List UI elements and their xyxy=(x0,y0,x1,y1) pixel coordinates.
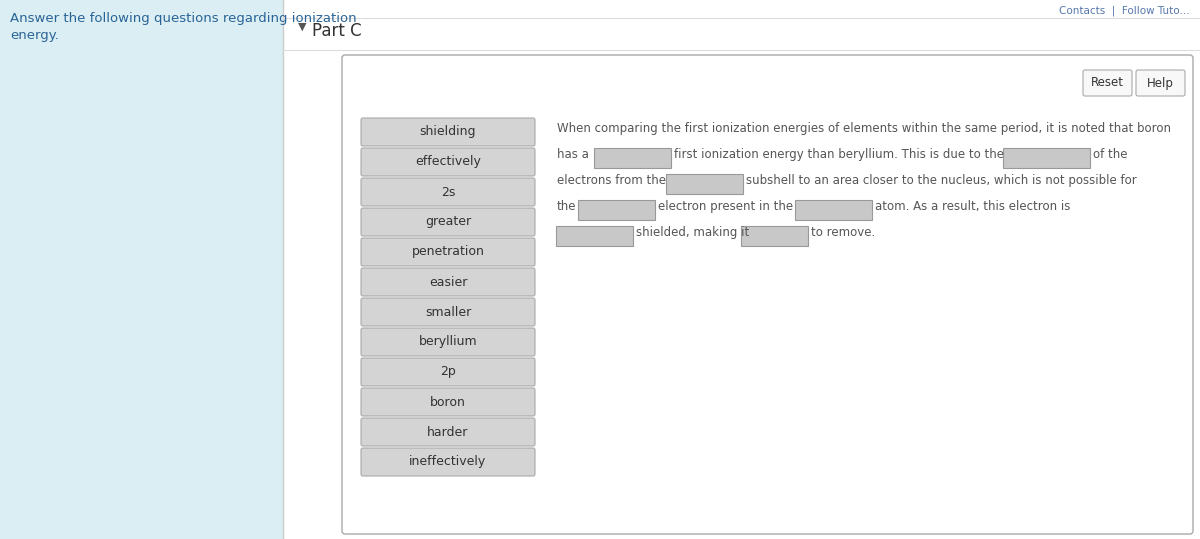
Text: atom. As a result, this electron is: atom. As a result, this electron is xyxy=(875,200,1070,213)
Text: electron present in the: electron present in the xyxy=(658,200,793,213)
FancyBboxPatch shape xyxy=(594,148,671,168)
Text: 2p: 2p xyxy=(440,365,456,378)
Text: has a: has a xyxy=(557,148,589,161)
FancyBboxPatch shape xyxy=(361,298,535,326)
FancyBboxPatch shape xyxy=(666,174,743,194)
Text: effectively: effectively xyxy=(415,155,481,169)
Text: ineffectively: ineffectively xyxy=(409,455,487,468)
FancyBboxPatch shape xyxy=(796,200,872,220)
Text: Help: Help xyxy=(1147,77,1174,89)
Text: shielded, making it: shielded, making it xyxy=(636,226,749,239)
Text: smaller: smaller xyxy=(425,306,472,319)
FancyBboxPatch shape xyxy=(361,448,535,476)
FancyBboxPatch shape xyxy=(0,0,283,539)
FancyBboxPatch shape xyxy=(361,328,535,356)
FancyBboxPatch shape xyxy=(361,358,535,386)
FancyBboxPatch shape xyxy=(1136,70,1186,96)
Text: greater: greater xyxy=(425,216,472,229)
Text: electrons from the: electrons from the xyxy=(557,174,666,187)
Text: ▼: ▼ xyxy=(298,22,306,32)
FancyBboxPatch shape xyxy=(742,226,808,246)
Text: easier: easier xyxy=(428,275,467,288)
FancyBboxPatch shape xyxy=(361,208,535,236)
FancyBboxPatch shape xyxy=(361,148,535,176)
FancyBboxPatch shape xyxy=(361,388,535,416)
Text: 2s: 2s xyxy=(440,185,455,198)
Text: of the: of the xyxy=(1093,148,1128,161)
FancyBboxPatch shape xyxy=(361,178,535,206)
FancyBboxPatch shape xyxy=(361,118,535,146)
FancyBboxPatch shape xyxy=(361,238,535,266)
Text: Part C: Part C xyxy=(312,22,361,40)
Text: beryllium: beryllium xyxy=(419,335,478,349)
Text: Reset: Reset xyxy=(1091,77,1124,89)
FancyBboxPatch shape xyxy=(1084,70,1132,96)
Text: the: the xyxy=(557,200,576,213)
Text: subshell to an area closer to the nucleus, which is not possible for: subshell to an area closer to the nucleu… xyxy=(746,174,1136,187)
FancyBboxPatch shape xyxy=(578,200,655,220)
Text: penetration: penetration xyxy=(412,245,485,259)
FancyBboxPatch shape xyxy=(361,418,535,446)
FancyBboxPatch shape xyxy=(342,55,1193,534)
Text: harder: harder xyxy=(427,425,469,439)
Text: boron: boron xyxy=(430,396,466,409)
FancyBboxPatch shape xyxy=(361,268,535,296)
Text: Contacts  |  Follow Tuto...: Contacts | Follow Tuto... xyxy=(1060,6,1190,17)
Text: to remove.: to remove. xyxy=(811,226,875,239)
FancyBboxPatch shape xyxy=(1003,148,1090,168)
FancyBboxPatch shape xyxy=(556,226,634,246)
Text: shielding: shielding xyxy=(420,126,476,139)
Text: first ionization energy than beryllium. This is due to the: first ionization energy than beryllium. … xyxy=(674,148,1004,161)
Text: Answer the following questions regarding ionization
energy.: Answer the following questions regarding… xyxy=(10,12,356,42)
Text: When comparing the first ionization energies of elements within the same period,: When comparing the first ionization ener… xyxy=(557,122,1171,135)
